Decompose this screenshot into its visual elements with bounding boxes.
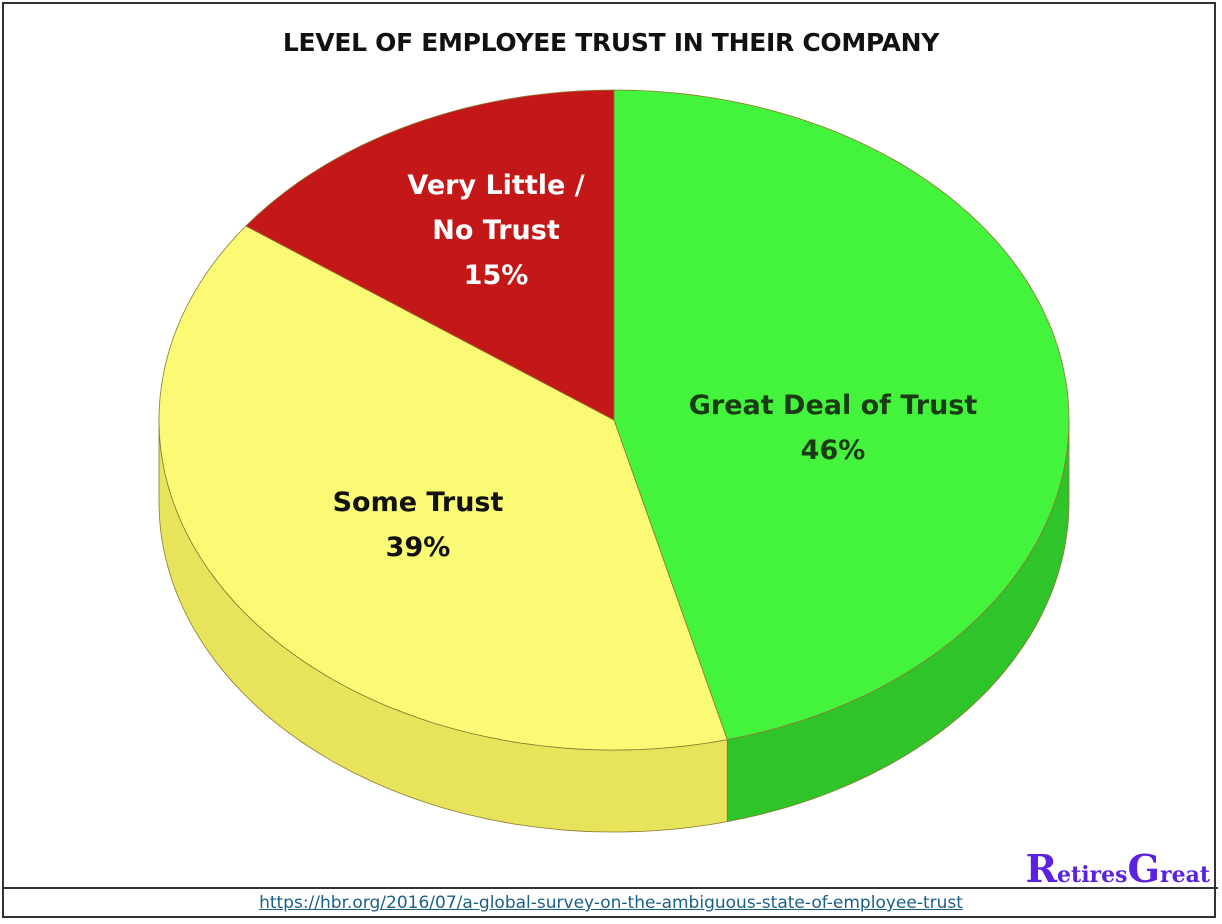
- slice-label-text: Some Trust: [332, 487, 504, 518]
- chart-title: LEVEL OF EMPLOYEE TRUST IN THEIR COMPANY: [282, 28, 940, 57]
- pie-slice-great-deal-of-trust: [613, 89, 1070, 741]
- slice-label-some-trust: Some Trust 39%: [333, 480, 504, 570]
- slice-label-text: Very Little /: [407, 170, 585, 201]
- source-link[interactable]: https://hbr.org/2016/07/a-global-survey-…: [259, 893, 963, 913]
- slice-value-label: 46%: [800, 435, 866, 466]
- slice-label-very-little: Very Little / No Trust 15%: [407, 163, 584, 298]
- pie-slice-very-little-no-trust: [245, 89, 615, 421]
- slice-value-label: 39%: [385, 532, 451, 563]
- retiresgreat-logo: RetiresGreat: [1025, 846, 1210, 891]
- pie-slice-some-trust: [158, 225, 728, 751]
- slice-value-label: 15%: [463, 260, 529, 291]
- slice-label-text: No Trust: [432, 215, 560, 246]
- slice-label-text: Great Deal of Trust: [688, 390, 978, 421]
- slice-label-great-deal: Great Deal of Trust 46%: [689, 383, 978, 473]
- divider: [2, 887, 1218, 889]
